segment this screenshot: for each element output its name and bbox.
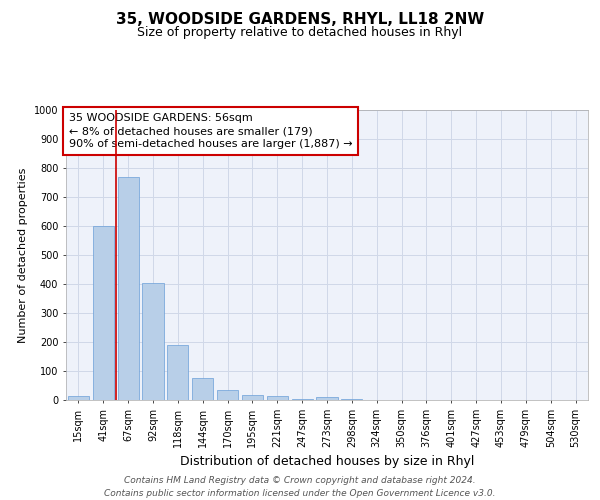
Text: Contains HM Land Registry data © Crown copyright and database right 2024.
Contai: Contains HM Land Registry data © Crown c…	[104, 476, 496, 498]
Text: 35, WOODSIDE GARDENS, RHYL, LL18 2NW: 35, WOODSIDE GARDENS, RHYL, LL18 2NW	[116, 12, 484, 28]
Bar	[192, 378, 213, 400]
Bar	[292, 398, 313, 400]
Bar	[142, 282, 164, 400]
Bar	[68, 396, 89, 400]
Bar	[267, 396, 288, 400]
Text: 35 WOODSIDE GARDENS: 56sqm
← 8% of detached houses are smaller (179)
90% of semi: 35 WOODSIDE GARDENS: 56sqm ← 8% of detac…	[68, 113, 352, 150]
Bar	[316, 396, 338, 400]
Text: Size of property relative to detached houses in Rhyl: Size of property relative to detached ho…	[137, 26, 463, 39]
Bar	[93, 226, 114, 400]
Bar	[167, 345, 188, 400]
Bar	[341, 398, 362, 400]
Bar	[217, 390, 238, 400]
X-axis label: Distribution of detached houses by size in Rhyl: Distribution of detached houses by size …	[180, 456, 474, 468]
Bar	[242, 395, 263, 400]
Y-axis label: Number of detached properties: Number of detached properties	[19, 168, 28, 342]
Bar	[118, 176, 139, 400]
